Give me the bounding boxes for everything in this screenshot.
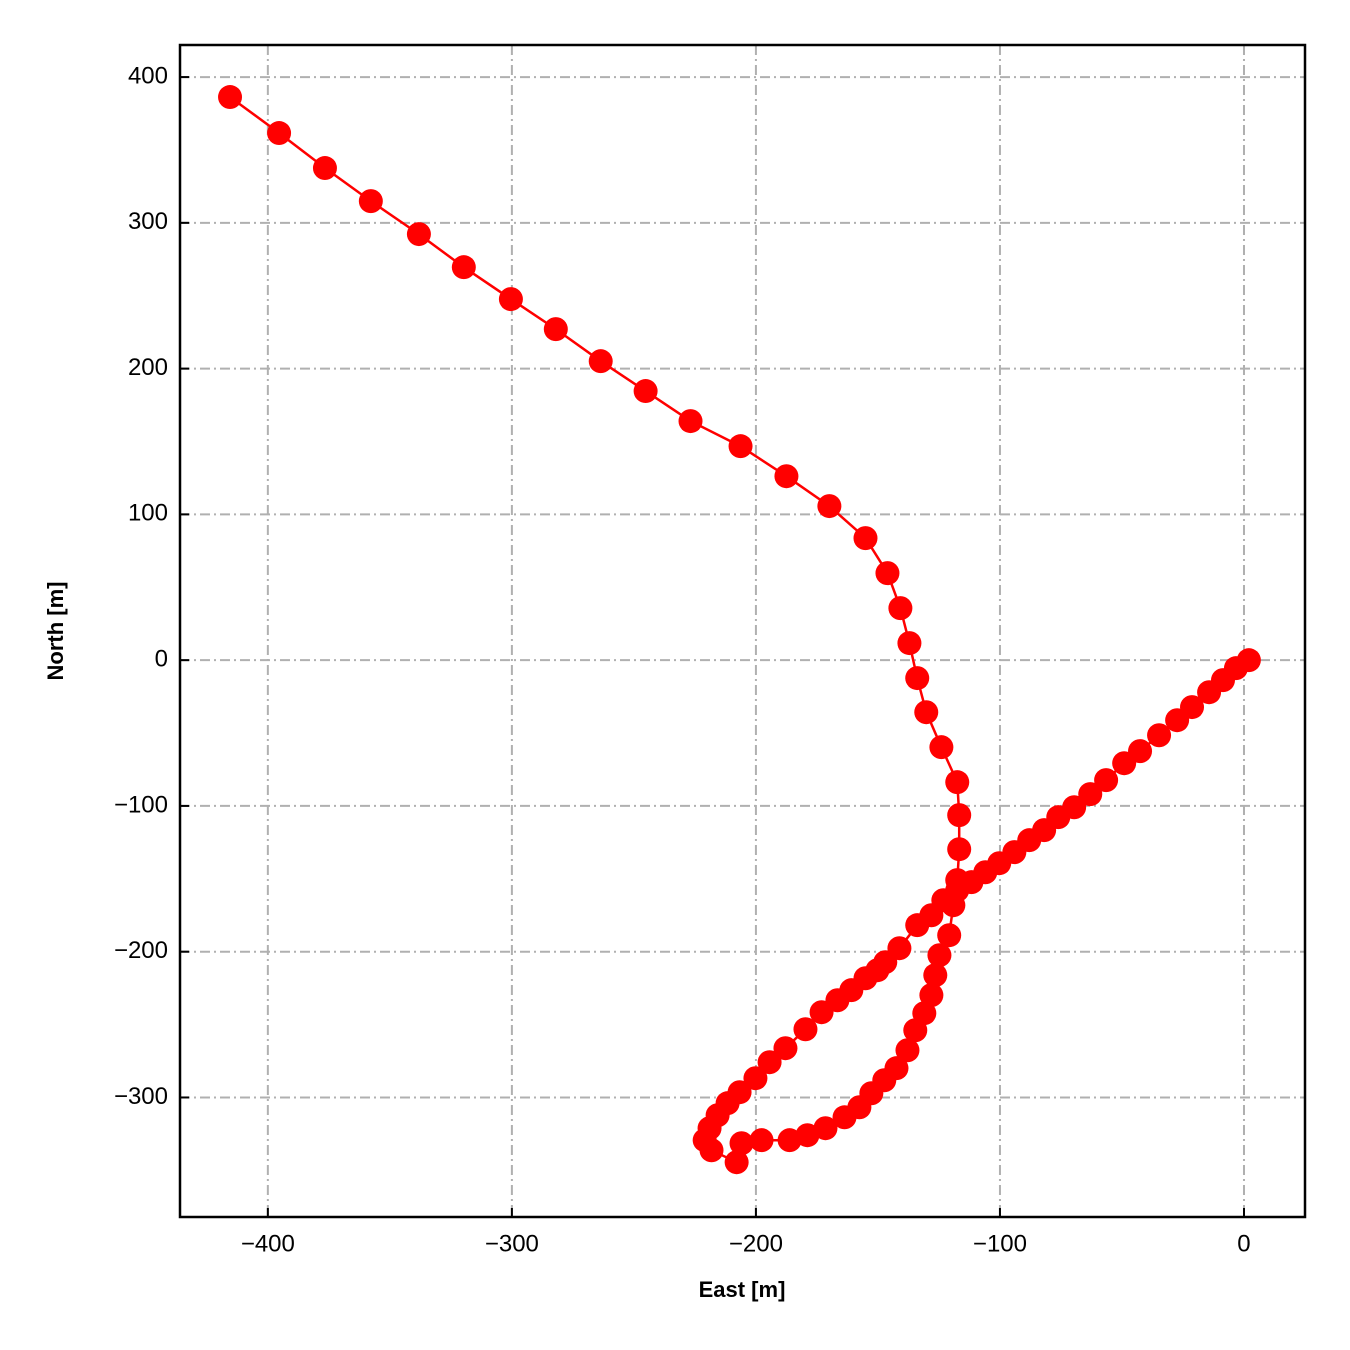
trajectory-marker [813, 1116, 838, 1141]
trajectory-marker [929, 735, 954, 760]
trajectory-marker [1112, 751, 1137, 776]
trajectory-marker [406, 222, 431, 247]
x-tick-label: −200 [729, 1230, 783, 1257]
y-tick-label: 100 [128, 500, 168, 527]
trajectory-marker [914, 700, 939, 725]
trajectory-marker [729, 1131, 754, 1156]
trajectory-marker [743, 1066, 768, 1091]
trajectory-marker [853, 526, 878, 551]
y-axis-label: North [m] [43, 582, 68, 681]
trajectory-marker [895, 1038, 920, 1063]
plot-frame [178, 43, 1307, 1219]
trajectory-line [229, 95, 1250, 1164]
trajectory-marker [888, 596, 913, 621]
y-tick-label: −300 [114, 1083, 168, 1110]
y-tick-label: 400 [128, 62, 168, 89]
trajectory-marker [1165, 708, 1190, 733]
trajectory-marker [1197, 680, 1222, 705]
trajectory-marker [358, 189, 383, 214]
trajectory-marker [927, 943, 952, 968]
trajectory-marker [945, 770, 970, 795]
trajectory-marker [919, 983, 944, 1008]
trajectory-marker [795, 1123, 820, 1148]
trajectory-marker [757, 1050, 782, 1075]
trajectory-marker [699, 1138, 724, 1163]
x-tick-label: 0 [1237, 1230, 1250, 1257]
trajectory-marker [793, 1017, 818, 1042]
y-tick-label: −100 [114, 791, 168, 818]
y-tick-label: 200 [128, 354, 168, 381]
trajectory-marker [947, 837, 972, 862]
trajectory-marker [498, 287, 523, 312]
trajectory-marker [937, 923, 962, 948]
trajectory-marker [817, 494, 842, 519]
trajectory-marker [912, 1001, 937, 1026]
trajectory-marker [749, 1128, 774, 1153]
trajectory-marker [884, 1056, 909, 1081]
trajectory-marker [267, 121, 292, 146]
y-tick-label: −200 [114, 937, 168, 964]
trajectory-marker [1078, 782, 1103, 807]
trajectory-marker [905, 666, 930, 691]
trajectory-marker [941, 893, 966, 918]
trajectory-marker [312, 156, 337, 181]
trajectory-marker [905, 913, 930, 938]
y-tick-label: 300 [128, 208, 168, 235]
trajectory-marker [451, 255, 476, 280]
trajectory-marker [218, 85, 243, 110]
trajectory-marker [809, 1000, 834, 1025]
trajectory-marker [543, 317, 568, 342]
trajectory-marker [678, 409, 703, 434]
x-tick-label: −300 [485, 1230, 539, 1257]
trajectory-marker [1147, 723, 1172, 748]
trajectory-marker [875, 561, 900, 586]
trajectory-marker [773, 1036, 798, 1061]
y-tick-label: 0 [155, 645, 168, 672]
trajectory-marker [774, 464, 799, 489]
trajectory-marker [897, 631, 922, 656]
x-tick-label: −100 [973, 1230, 1027, 1257]
trajectory-marker [947, 803, 972, 828]
trajectory-marker [728, 434, 753, 459]
trajectory-marker [724, 1150, 749, 1175]
x-tick-label: −400 [241, 1230, 295, 1257]
trajectory-marker [633, 379, 658, 404]
trajectory-marker [588, 349, 613, 374]
x-axis-label: East [m] [699, 1277, 786, 1302]
trajectory-marker [1094, 768, 1119, 793]
trajectory-marker [923, 963, 948, 988]
trajectory-marker [945, 868, 970, 893]
